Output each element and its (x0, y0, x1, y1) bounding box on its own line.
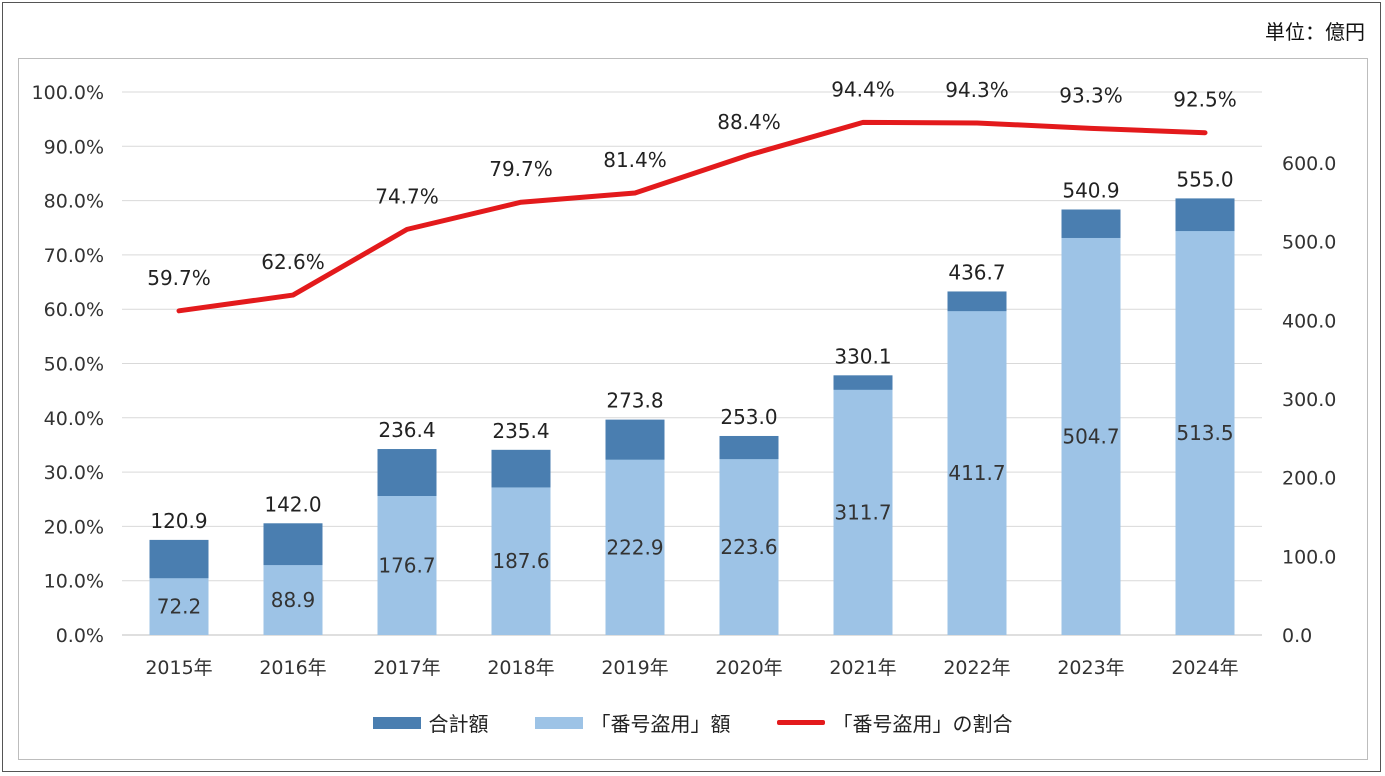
theft-value-label: 176.7 (378, 553, 435, 577)
right-tick-label: 100.0 (1282, 546, 1336, 568)
legend-swatch-total (372, 716, 421, 729)
right-tick-label: 0.0 (1282, 625, 1312, 647)
legend-label-ratio: 「番号盗用」の割合 (832, 712, 1013, 736)
ratio-value-label: 92.5% (1173, 88, 1237, 112)
bar-theft (1061, 237, 1121, 635)
x-tick-label: 2020年 (715, 657, 782, 679)
theft-value-label: 88.9 (271, 588, 316, 612)
bar-theft (719, 459, 779, 635)
right-tick-label: 400.0 (1282, 310, 1336, 332)
x-tick-label: 2016年 (259, 657, 326, 679)
x-tick-label: 2023年 (1057, 657, 1124, 679)
bar-theft (1175, 231, 1235, 635)
ratio-value-label: 94.4% (831, 77, 895, 101)
legend-swatch-theft (534, 716, 583, 729)
left-tick-label: 80.0% (44, 191, 104, 213)
bar-theft (947, 311, 1007, 635)
total-value-label: 253.0 (720, 405, 777, 429)
x-tick-label: 2018年 (487, 657, 554, 679)
left-tick-label: 90.0% (44, 136, 104, 158)
theft-value-label: 504.7 (1062, 424, 1119, 448)
ratio-value-label: 93.3% (1059, 83, 1123, 107)
total-value-label: 436.7 (948, 260, 1005, 284)
legend-item-ratio: 「番号盗用」の割合 (776, 708, 1013, 737)
left-tick-label: 20.0% (44, 516, 104, 538)
theft-value-label: 187.6 (492, 549, 549, 573)
theft-value-label: 311.7 (834, 500, 891, 524)
bar-theft (263, 565, 323, 635)
left-tick-label: 40.0% (44, 408, 104, 430)
legend: 合計額 「番号盗用」額 「番号盗用」の割合 (0, 708, 1385, 737)
theft-value-label: 72.2 (157, 595, 202, 619)
ratio-value-label: 94.3% (945, 78, 1009, 102)
ratio-value-label: 62.6% (261, 250, 325, 274)
bar-theft (605, 459, 665, 635)
total-value-label: 540.9 (1062, 178, 1119, 202)
bar-theft (833, 389, 893, 635)
ratio-value-label: 88.4% (717, 110, 781, 134)
bar-theft (377, 495, 437, 635)
ratio-value-label: 81.4% (603, 148, 667, 172)
x-tick-label: 2021年 (829, 657, 896, 679)
ratio-value-label: 79.7% (489, 157, 553, 181)
bar-theft (149, 578, 209, 635)
theft-value-label: 223.6 (720, 535, 777, 559)
ratio-value-label: 74.7% (375, 184, 439, 208)
ratio-line-layer (176, 119, 1208, 314)
left-tick-label: 30.0% (44, 462, 104, 484)
left-tick-label: 10.0% (44, 571, 104, 593)
legend-swatch-ratio (776, 720, 825, 725)
left-axis-ticks: 0.0% 10.0% 20.0% 30.0% 40.0% 50.0% 60.0% 70.0% 8… (32, 82, 104, 647)
total-value-label: 273.8 (606, 389, 663, 413)
right-tick-label: 600.0 (1282, 153, 1336, 175)
left-tick-label: 70.0% (44, 245, 104, 267)
unit-label: 単位：億円 (1265, 20, 1365, 44)
right-tick-label: 200.0 (1282, 468, 1336, 490)
data-labels: 120.9 72.2 59.7% 142.0 88.9 62.6% 236.4 176.7 74… (147, 77, 1237, 618)
theft-value-label: 222.9 (606, 535, 663, 559)
right-axis-ticks: 0.0 100.0 200.0 300.0 400.0 500.0 600.0 (1282, 153, 1336, 647)
right-tick-label: 300.0 (1282, 389, 1336, 411)
plot-frame (18, 58, 1368, 760)
bar-theft (491, 487, 551, 635)
left-tick-label: 100.0% (32, 82, 104, 104)
x-tick-label: 2017年 (373, 657, 440, 679)
legend-item-total: 合計額 (372, 708, 489, 737)
total-value-label: 330.1 (834, 344, 891, 368)
left-tick-label: 0.0% (56, 625, 104, 647)
bars (149, 198, 1235, 635)
right-tick-label: 500.0 (1282, 232, 1336, 254)
x-tick-label: 2024年 (1171, 657, 1238, 679)
legend-item-theft: 「番号盗用」額 (534, 708, 731, 737)
total-value-label: 236.4 (378, 418, 435, 442)
x-axis-ticks: 2015年 2016年 2017年 2018年 2019年 2020年 2021年 2022年… (145, 657, 1238, 679)
left-tick-label: 50.0% (44, 354, 104, 376)
theft-value-label: 411.7 (948, 461, 1005, 485)
total-value-label: 235.4 (492, 419, 549, 443)
x-tick-label: 2015年 (145, 657, 212, 679)
total-value-label: 555.0 (1176, 167, 1233, 191)
theft-value-label: 513.5 (1176, 421, 1233, 445)
x-tick-label: 2022年 (943, 657, 1010, 679)
ratio-value-label: 59.7% (147, 266, 211, 290)
legend-label-theft: 「番号盗用」額 (590, 712, 731, 736)
total-value-label: 120.9 (150, 509, 207, 533)
ratio-line (176, 119, 1208, 314)
legend-label-total: 合計額 (428, 712, 489, 736)
x-tick-label: 2019年 (601, 657, 668, 679)
total-value-label: 142.0 (264, 492, 321, 516)
left-tick-label: 60.0% (44, 299, 104, 321)
